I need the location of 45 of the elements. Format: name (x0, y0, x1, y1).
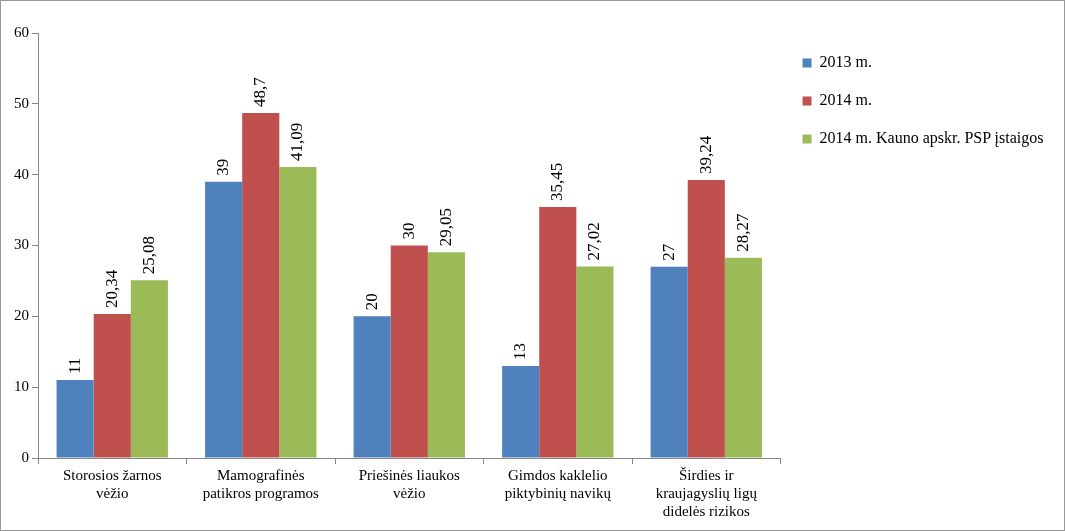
data-label: 30 (398, 222, 418, 240)
data-label: 35,45 (547, 162, 567, 201)
bar (650, 266, 688, 458)
data-label: 25,08 (138, 236, 158, 275)
x-tick-label: Storosios žarnos vėžio (62, 466, 162, 501)
bar (353, 316, 391, 458)
y-tick-label: 50 (14, 94, 29, 111)
bar (687, 180, 725, 458)
data-label: 41,09 (287, 122, 307, 161)
data-label: 11 (64, 357, 84, 375)
data-label: 39,24 (695, 135, 715, 175)
x-tick-label: Priešinės liaukos vėžio (358, 466, 461, 501)
x-tick-label: Mamografinės patikros programos (202, 466, 320, 501)
legend-label: 2014 m. Kauno apskr. PSP įstaigos (819, 129, 1044, 148)
bar (390, 245, 428, 458)
data-label: 27 (658, 243, 678, 261)
data-label: 29,05 (435, 207, 455, 247)
bar (242, 113, 280, 458)
data-label: 20,34 (101, 269, 121, 308)
data-label: 48,7 (250, 76, 270, 108)
bar (130, 280, 168, 458)
data-label: 20 (361, 293, 381, 311)
bar (279, 166, 317, 458)
bar (205, 181, 243, 458)
bar (724, 257, 762, 458)
bar (56, 380, 94, 458)
bar (539, 206, 577, 458)
data-label: 28,27 (732, 213, 752, 252)
bar (576, 266, 614, 458)
y-tick-label: 0 (21, 448, 29, 465)
data-label: 39 (213, 158, 233, 176)
bar (427, 252, 465, 458)
x-tick-label: Gimdos kaklelio piktybinių navikų (504, 466, 612, 501)
y-tick-label: 60 (14, 23, 29, 40)
bar (93, 313, 131, 458)
x-tick-label: Širdies ir kraujagyslių ligų didelės rizikos (655, 466, 758, 519)
data-label: 27,02 (584, 222, 604, 261)
bar (502, 365, 540, 458)
y-tick-label: 40 (14, 165, 29, 182)
legend-label: 2014 m. (819, 91, 872, 109)
y-tick-label: 30 (14, 236, 29, 253)
y-tick-label: 20 (14, 307, 29, 324)
y-tick-label: 10 (14, 378, 29, 395)
data-label: 13 (510, 342, 530, 360)
legend-label: 2013 m. (819, 53, 872, 71)
